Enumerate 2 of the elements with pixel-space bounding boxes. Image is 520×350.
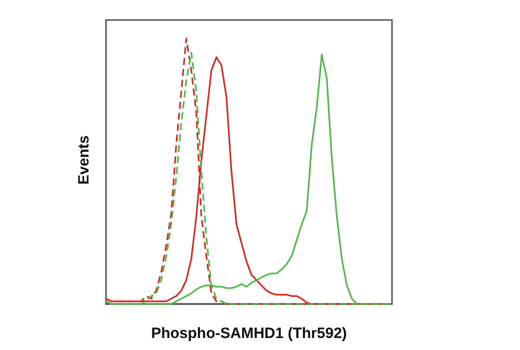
x-axis-title: Phospho-SAMHD1 (Thr592): [151, 325, 347, 342]
y-axis-title: Events: [76, 135, 92, 185]
